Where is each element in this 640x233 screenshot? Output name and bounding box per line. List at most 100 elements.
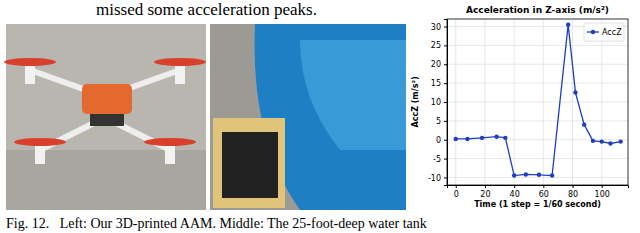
legend-marker xyxy=(591,30,595,34)
tick-mark xyxy=(444,140,447,141)
tick: 15 xyxy=(431,79,447,88)
x-axis-title: Time (1 step = 1/60 second) xyxy=(474,200,601,209)
tick: 40 xyxy=(510,185,520,199)
tick-label: 10 xyxy=(431,98,441,107)
tick-label: 30 xyxy=(431,23,441,32)
data-point xyxy=(480,136,484,140)
tick: 80 xyxy=(568,185,578,199)
grid-line xyxy=(514,19,515,185)
tick-label: 25 xyxy=(431,41,441,50)
tick-label: -10 xyxy=(428,174,441,183)
tick-label: 15 xyxy=(431,79,441,88)
legend-label: AccZ xyxy=(602,28,622,37)
inset xyxy=(213,118,285,208)
propeller xyxy=(154,58,206,66)
grid-line xyxy=(447,83,628,84)
drone-body xyxy=(82,84,132,114)
legend: AccZ xyxy=(584,23,624,41)
tick: -10 xyxy=(428,174,447,183)
tick: 30 xyxy=(431,23,447,32)
legend-box xyxy=(584,23,624,41)
data-point xyxy=(494,135,498,139)
tick: 100 xyxy=(595,185,610,199)
grid-line xyxy=(447,177,628,178)
tick-label: 20 xyxy=(431,60,441,69)
tick: -5 xyxy=(433,155,447,164)
tick-mark xyxy=(444,45,447,46)
tick-mark xyxy=(444,177,447,178)
tick-mark xyxy=(444,64,447,65)
water-light xyxy=(300,40,406,150)
caption: Fig. 12. Left: Our 3D-printed AAM. Middl… xyxy=(6,216,427,231)
data-point xyxy=(537,173,541,177)
data-point xyxy=(454,137,458,141)
grid-line xyxy=(543,19,544,185)
tick-mark xyxy=(444,83,447,84)
tick-mark xyxy=(444,102,447,103)
tick-mark xyxy=(543,185,544,188)
body-text: missed some acceleration peaks. xyxy=(96,0,317,19)
grid-line xyxy=(484,19,485,185)
grid-line xyxy=(447,45,628,46)
photo-tank xyxy=(210,24,406,210)
data-point xyxy=(503,136,507,140)
chart-title: Acceleration in Z-axis (m/s²) xyxy=(466,5,609,15)
tick-mark xyxy=(573,185,574,188)
data-point xyxy=(573,90,577,94)
tick-label: -5 xyxy=(433,155,441,164)
tick-label: 100 xyxy=(595,190,610,199)
tick-mark xyxy=(444,121,447,122)
photo-bg xyxy=(210,24,406,210)
propeller xyxy=(144,138,196,146)
data-point xyxy=(591,139,595,143)
tick-mark xyxy=(602,185,603,188)
tick: 5 xyxy=(436,117,447,126)
data-point xyxy=(608,141,612,145)
data-point xyxy=(619,139,623,143)
y-axis-title: AccZ (m/s²) xyxy=(411,76,420,127)
tick-label: 80 xyxy=(568,190,578,199)
data-point xyxy=(550,173,554,177)
tick-label: 0 xyxy=(436,136,441,145)
tick-label: 40 xyxy=(510,190,520,199)
data-point xyxy=(600,139,604,143)
data-point xyxy=(465,137,469,141)
propeller xyxy=(4,58,56,66)
plot-frame xyxy=(447,19,628,185)
tick: 20 xyxy=(480,185,490,199)
tick-label: 20 xyxy=(480,190,490,199)
photo-drone xyxy=(4,24,206,210)
tick: 0 xyxy=(454,185,459,199)
grid-line xyxy=(447,64,628,65)
data-line xyxy=(456,25,621,176)
tick-label: 5 xyxy=(436,117,441,126)
tick: 60 xyxy=(539,185,549,199)
data-point xyxy=(512,173,516,177)
tick: 0 xyxy=(436,136,447,145)
photo-bg xyxy=(6,24,206,210)
axis-line xyxy=(448,186,629,189)
axis-line xyxy=(444,20,448,186)
grid-line xyxy=(455,19,456,185)
plot-marks xyxy=(454,22,623,177)
inset-box xyxy=(222,132,278,198)
grid-line xyxy=(447,120,628,121)
tick: 10 xyxy=(431,98,447,107)
drone-base xyxy=(90,114,124,126)
tick-mark xyxy=(444,27,447,28)
tick: 20 xyxy=(431,60,447,69)
page: missed some acceleration peaks. 0 20 40 60 80… xyxy=(0,0,640,233)
data-point xyxy=(524,172,528,176)
tick-mark xyxy=(485,185,486,188)
data-point xyxy=(582,122,586,126)
grid-line xyxy=(447,158,628,159)
grid-line xyxy=(447,102,628,103)
tick-mark xyxy=(456,185,457,188)
tick: 25 xyxy=(431,41,447,50)
grid-line xyxy=(572,19,573,185)
tick-mark xyxy=(444,159,447,160)
y-axis: -10 -5 0 5 10 15 20 25 30 xyxy=(428,20,448,186)
tick-label: 0 xyxy=(454,190,459,199)
tick-label: 60 xyxy=(539,190,549,199)
data-point xyxy=(566,22,570,26)
